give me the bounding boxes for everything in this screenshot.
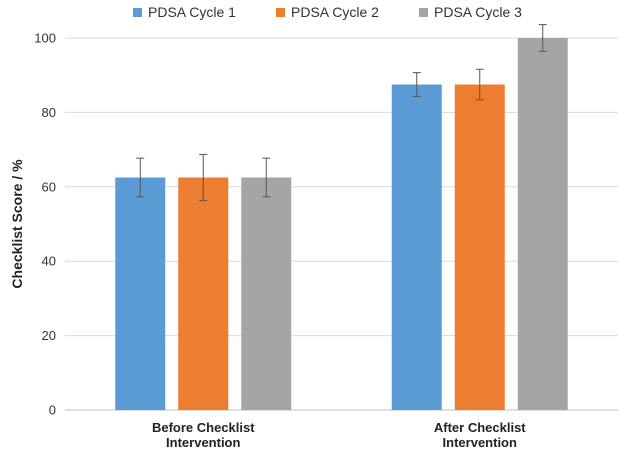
y-tick-label: 40 bbox=[42, 254, 56, 269]
y-tick-label: 100 bbox=[34, 31, 56, 46]
y-tick-label: 20 bbox=[42, 328, 56, 343]
legend: PDSA Cycle 1 PDSA Cycle 2 PDSA Cycle 3 bbox=[133, 4, 522, 20]
legend-label: PDSA Cycle 1 bbox=[148, 4, 236, 20]
bar bbox=[115, 177, 166, 410]
category-label-line: Before Checklist bbox=[152, 420, 255, 435]
y-tick-label: 0 bbox=[49, 403, 56, 418]
bar bbox=[178, 177, 229, 410]
labels: 0 20 40 60 80 100 Checklist Score / % Before Ch… bbox=[9, 31, 526, 451]
y-tick-label: 80 bbox=[42, 105, 56, 120]
bar bbox=[454, 84, 505, 410]
legend-label: PDSA Cycle 3 bbox=[434, 4, 522, 20]
bar bbox=[517, 38, 568, 410]
error-bars bbox=[136, 24, 547, 202]
category-label-line: After Checklist bbox=[434, 420, 526, 435]
y-tick-label: 60 bbox=[42, 179, 56, 194]
bar bbox=[391, 84, 442, 410]
category-label-line: Intervention bbox=[443, 435, 517, 450]
legend-label: PDSA Cycle 2 bbox=[291, 4, 379, 20]
legend-swatch bbox=[276, 8, 285, 17]
bars bbox=[115, 38, 568, 410]
legend-swatch bbox=[419, 8, 428, 17]
category-label: Before Checklist Intervention bbox=[152, 420, 255, 450]
category-label-line: Intervention bbox=[166, 435, 240, 450]
y-axis-label: Checklist Score / % bbox=[9, 159, 25, 289]
legend-swatch bbox=[133, 8, 142, 17]
bar bbox=[241, 177, 292, 410]
category-label: After Checklist Intervention bbox=[434, 420, 526, 450]
